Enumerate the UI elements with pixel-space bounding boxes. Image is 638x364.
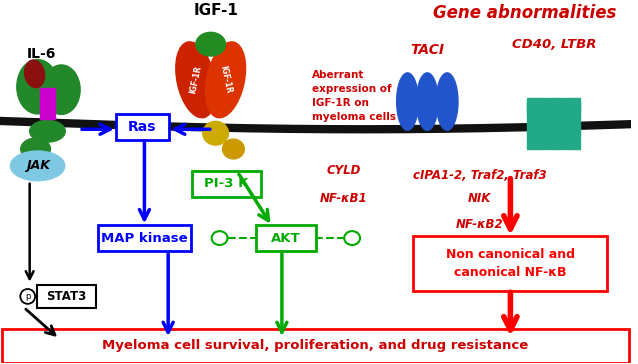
FancyBboxPatch shape	[98, 225, 191, 251]
FancyBboxPatch shape	[115, 114, 169, 140]
Text: Ras: Ras	[128, 120, 157, 134]
Text: STAT3: STAT3	[46, 290, 86, 303]
Ellipse shape	[43, 65, 80, 114]
FancyBboxPatch shape	[256, 225, 316, 251]
Ellipse shape	[176, 42, 216, 118]
Bar	[527, 102, 544, 114]
Bar	[527, 98, 544, 149]
Text: MAP kinase: MAP kinase	[101, 232, 188, 245]
Ellipse shape	[196, 32, 225, 56]
Bar	[563, 102, 580, 114]
Text: Aberrant
expression of
IGF-1R on
myeloma cells: Aberrant expression of IGF-1R on myeloma…	[311, 70, 396, 122]
Text: p: p	[25, 292, 31, 301]
Text: PI-3 K: PI-3 K	[204, 177, 249, 190]
Ellipse shape	[205, 42, 246, 118]
Bar	[545, 98, 562, 149]
Text: IGF-1: IGF-1	[193, 3, 238, 18]
FancyBboxPatch shape	[36, 285, 96, 308]
FancyBboxPatch shape	[2, 329, 629, 363]
Bar	[563, 98, 580, 149]
Text: CD40, LTBR: CD40, LTBR	[512, 38, 596, 51]
Text: JAK: JAK	[26, 159, 50, 173]
Ellipse shape	[223, 139, 244, 159]
Ellipse shape	[21, 138, 50, 160]
Bar	[40, 88, 56, 119]
Text: NF-κB2: NF-κB2	[456, 218, 503, 230]
Text: AKT: AKT	[271, 232, 300, 245]
Text: Non canonical and
canonical NF-κB: Non canonical and canonical NF-κB	[446, 248, 575, 279]
Ellipse shape	[212, 231, 228, 245]
Text: CYLD: CYLD	[327, 163, 361, 177]
Ellipse shape	[20, 289, 35, 304]
FancyBboxPatch shape	[413, 236, 607, 292]
Ellipse shape	[397, 73, 419, 130]
Ellipse shape	[417, 73, 438, 130]
Bar	[545, 102, 562, 114]
Text: NF-κB1: NF-κB1	[320, 192, 367, 205]
Text: IGF-1R: IGF-1R	[218, 65, 233, 95]
Text: Myeloma cell survival, proliferation, and drug resistance: Myeloma cell survival, proliferation, an…	[103, 339, 529, 352]
Ellipse shape	[10, 151, 65, 181]
Text: NIK: NIK	[468, 192, 491, 205]
Ellipse shape	[345, 231, 360, 245]
Text: IGF-1R: IGF-1R	[188, 65, 203, 95]
FancyBboxPatch shape	[192, 171, 261, 197]
Ellipse shape	[436, 73, 458, 130]
Text: TACI: TACI	[410, 43, 444, 57]
Ellipse shape	[17, 60, 58, 114]
Ellipse shape	[25, 60, 45, 88]
Text: cIPA1-2, Traf2, Traf3: cIPA1-2, Traf2, Traf3	[413, 169, 546, 182]
Text: IL-6: IL-6	[27, 47, 56, 61]
Ellipse shape	[30, 120, 65, 142]
Text: Gene abnormalities: Gene abnormalities	[433, 4, 616, 21]
Ellipse shape	[203, 121, 228, 145]
